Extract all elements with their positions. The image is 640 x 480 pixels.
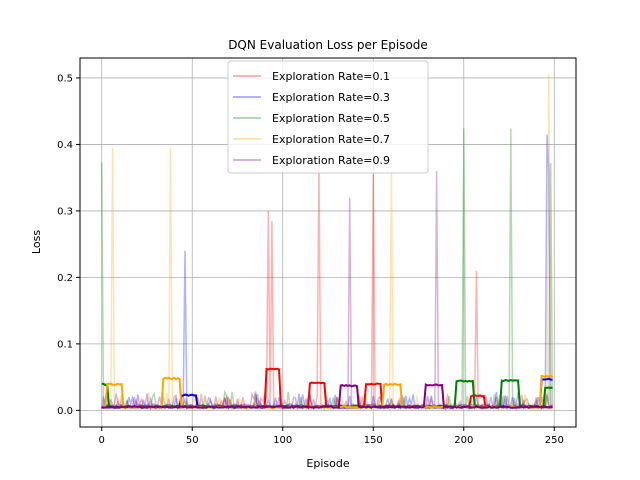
y-tick-label: 0.2 bbox=[57, 273, 73, 284]
legend-entry: Exploration Rate=0.5 bbox=[272, 112, 390, 125]
y-tick-label: 0.0 bbox=[57, 406, 73, 417]
y-tick-label: 0.3 bbox=[57, 206, 73, 217]
y-tick-label: 0.4 bbox=[57, 140, 73, 151]
smooth-series-layer bbox=[101, 367, 553, 410]
plot-frame bbox=[79, 57, 577, 428]
y-tick-label: 0.1 bbox=[57, 339, 73, 350]
x-tick-label: 250 bbox=[545, 435, 564, 446]
x-tick-label: 200 bbox=[454, 435, 473, 446]
x-tick-label: 0 bbox=[99, 435, 105, 446]
y-axis-label: Loss bbox=[30, 230, 43, 254]
chart-title: DQN Evaluation Loss per Episode bbox=[228, 38, 428, 52]
x-axis-label: Episode bbox=[306, 457, 349, 470]
y-tick-label: 0.5 bbox=[57, 73, 73, 84]
ticks-layer: 0 50 100 150 200 250 0.0 0.1 0.2 0.3 0.4 0.5 bbox=[57, 73, 564, 446]
x-tick-label: 50 bbox=[186, 435, 199, 446]
legend-box bbox=[227, 60, 429, 174]
legend: Exploration Rate=0.1 Exploration Rate=0.3… bbox=[227, 60, 429, 174]
legend-entry: Exploration Rate=0.1 bbox=[272, 70, 390, 83]
legend-entry: Exploration Rate=0.3 bbox=[272, 91, 390, 104]
legend-entry: Exploration Rate=0.9 bbox=[272, 154, 390, 167]
x-tick-label: 100 bbox=[273, 435, 292, 446]
smoothed-series-line bbox=[101, 383, 553, 409]
x-tick-label: 150 bbox=[364, 435, 383, 446]
legend-entry: Exploration Rate=0.7 bbox=[272, 133, 390, 146]
